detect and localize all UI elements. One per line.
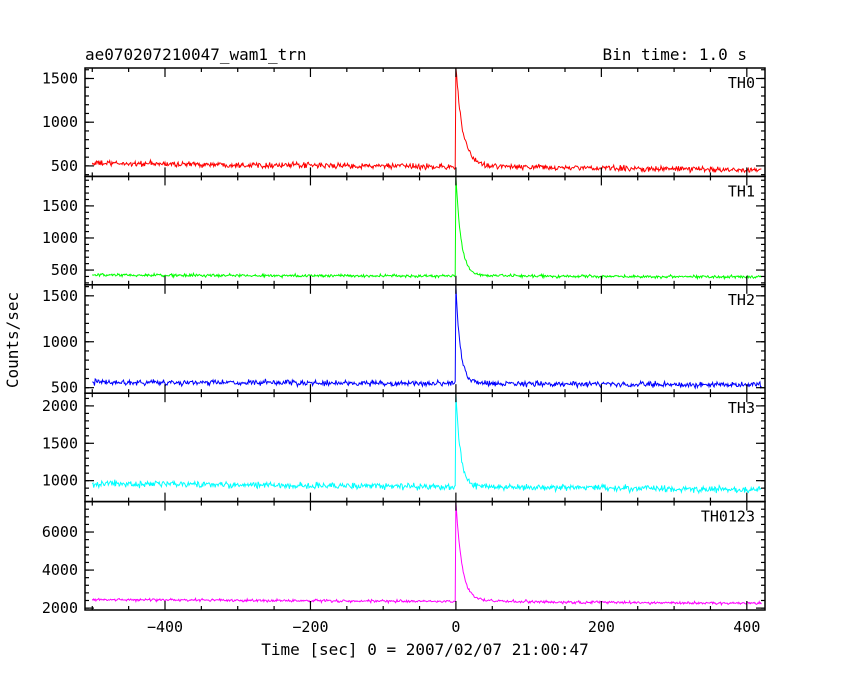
x-tick-label: −400 (147, 618, 183, 636)
y-tick-label: 1000 (42, 113, 78, 131)
series-line-th2 (92, 284, 762, 390)
y-tick-label: 6000 (42, 523, 78, 541)
y-tick-label: 500 (51, 379, 78, 397)
y-tick-label: 1000 (42, 472, 78, 490)
series-label-th0123: TH0123 (701, 508, 755, 526)
y-tick-label: 1500 (42, 434, 78, 452)
chart-title: ae070207210047_wam1_trn (85, 45, 307, 64)
panel-th3: 1000 1500 2000 TH3 (42, 392, 766, 503)
x-axis-label: Time [sec] 0 = 2007/02/07 21:00:47 (261, 640, 589, 659)
y-tick-label: 500 (51, 157, 78, 175)
y-tick-label: 1500 (42, 197, 78, 215)
panel-frame (84, 500, 766, 611)
y-tick-label: 500 (51, 261, 78, 279)
y-tick-label: 1000 (42, 333, 78, 351)
x-tick-label: 200 (588, 618, 615, 636)
y-tick-label: 1500 (42, 69, 78, 87)
panel-frame (84, 175, 766, 286)
series-label-th2: TH2 (728, 291, 755, 309)
x-tick-label: −200 (292, 618, 328, 636)
y-tick-label: 2000 (42, 599, 78, 617)
panel-th0: 500 1000 1500 TH0 (42, 67, 766, 178)
series-label-th3: TH3 (728, 399, 755, 417)
panel-th0123: 2000 4000 6000 TH0123 (42, 500, 766, 617)
chart-panels: 500 1000 1500 TH0 500 1000 1500 TH1 500 1000 1500 T… (42, 67, 766, 636)
panel-th1: 500 1000 1500 TH1 (42, 175, 766, 286)
y-tick-label: 4000 (42, 561, 78, 579)
panel-th2: 500 1000 1500 TH2 (42, 284, 766, 397)
y-axis-label: Counts/sec (3, 292, 22, 388)
series-line-th1 (91, 176, 762, 281)
chart-subtitle: Bin time: 1.0 s (603, 45, 748, 64)
series-line-th0123 (91, 501, 762, 607)
series-line-th3 (91, 393, 762, 495)
series-line-th0 (91, 67, 762, 174)
y-tick-label: 1000 (42, 229, 78, 247)
series-label-th1: TH1 (728, 182, 755, 200)
series-label-th0: TH0 (728, 74, 755, 92)
panel-frame (84, 284, 766, 394)
x-tick-label: 0 (451, 618, 460, 636)
y-tick-label: 2000 (42, 397, 78, 415)
x-tick-label: 400 (733, 618, 760, 636)
panel-frame (84, 67, 766, 178)
y-tick-label: 1500 (42, 287, 78, 305)
